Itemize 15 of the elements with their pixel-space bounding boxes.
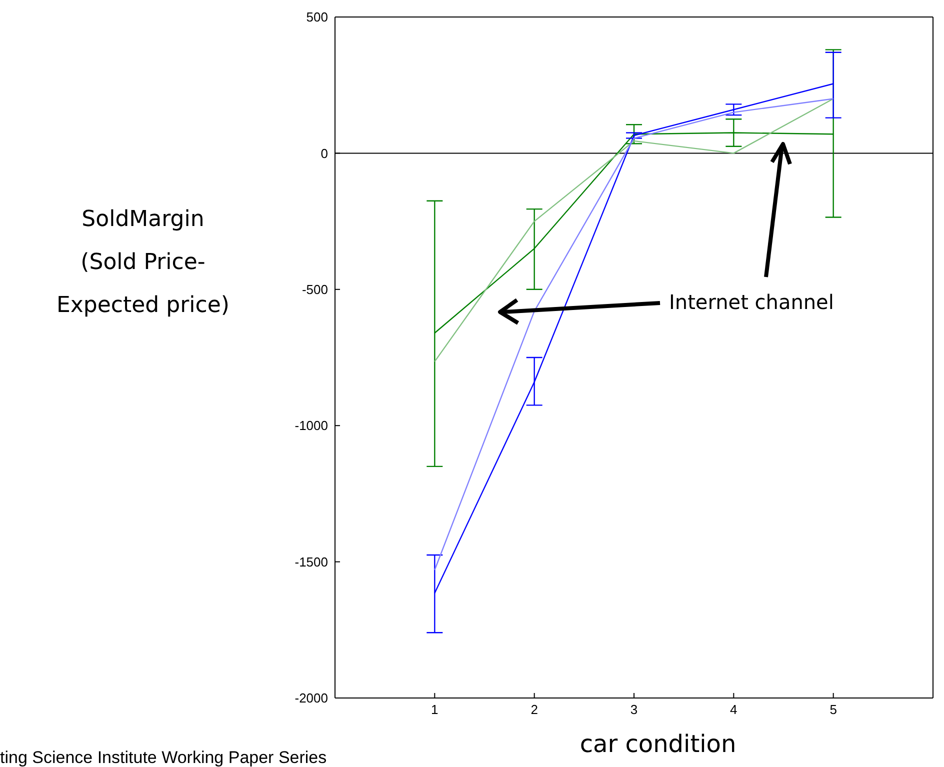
y-tick-label: 0 <box>320 146 328 161</box>
y-tick-label: -1000 <box>294 418 328 434</box>
y-tick-label: -1500 <box>294 554 328 570</box>
x-tick-label: 1 <box>431 702 438 718</box>
y-axis-title: SoldMargin (Sold Price- Expected price) <box>56 206 230 320</box>
y-tick-label: -500 <box>302 282 328 298</box>
x-tick-label: 2 <box>530 702 538 718</box>
x-axis-title: car condition <box>578 730 738 758</box>
x-tick-label: 4 <box>730 702 738 718</box>
text: ting Science Institute Working Paper Series <box>0 748 327 767</box>
annotation: Internet channel <box>669 290 834 314</box>
y-tick-label: 500 <box>306 10 328 25</box>
x-tick-label: 3 <box>630 702 638 718</box>
y-tick-label: -2000 <box>294 690 328 706</box>
x-tick-label: 5 <box>830 702 837 718</box>
